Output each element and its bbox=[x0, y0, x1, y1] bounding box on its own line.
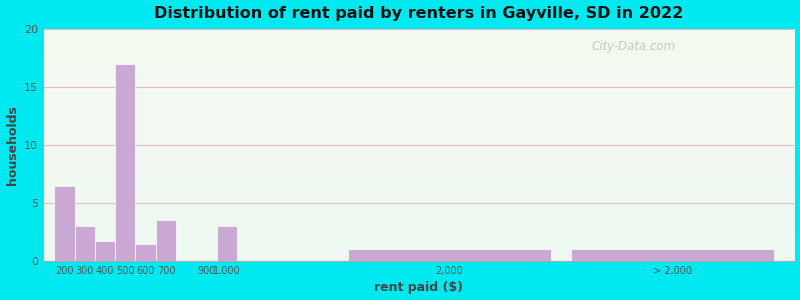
Bar bbox=[348, 249, 550, 261]
Bar bbox=[74, 226, 95, 261]
Bar bbox=[156, 220, 176, 261]
Bar bbox=[135, 244, 156, 261]
Bar bbox=[115, 64, 135, 261]
Bar bbox=[571, 249, 774, 261]
Y-axis label: households: households bbox=[6, 105, 18, 185]
Bar bbox=[217, 226, 237, 261]
Bar bbox=[95, 241, 115, 261]
Text: City-Data.com: City-Data.com bbox=[591, 40, 676, 53]
Bar bbox=[54, 185, 74, 261]
Title: Distribution of rent paid by renters in Gayville, SD in 2022: Distribution of rent paid by renters in … bbox=[154, 6, 683, 21]
X-axis label: rent paid ($): rent paid ($) bbox=[374, 281, 463, 294]
